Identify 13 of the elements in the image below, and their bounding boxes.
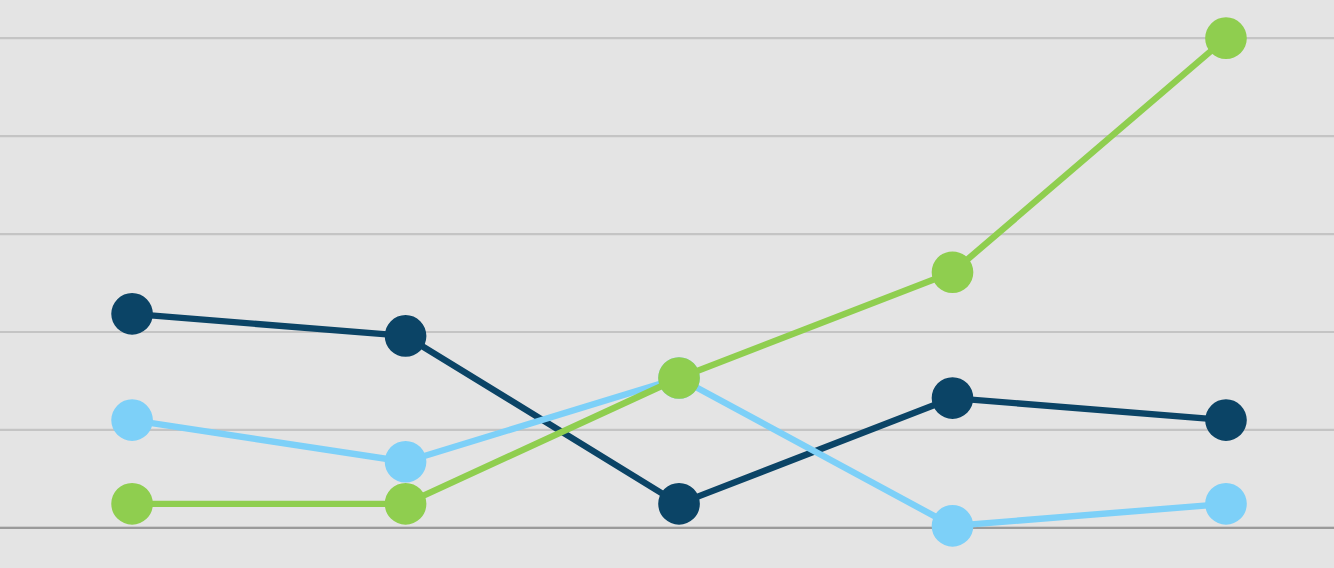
point: [384, 315, 427, 357]
point: [384, 483, 427, 525]
point: [111, 399, 153, 441]
point: [931, 505, 974, 547]
point: [111, 293, 153, 335]
point: [111, 483, 153, 525]
point: [1205, 399, 1247, 441]
point: [384, 440, 427, 483]
point: [658, 483, 700, 525]
point: [1205, 17, 1247, 60]
point: [931, 377, 974, 419]
point: [1205, 483, 1247, 525]
point: [931, 251, 974, 294]
